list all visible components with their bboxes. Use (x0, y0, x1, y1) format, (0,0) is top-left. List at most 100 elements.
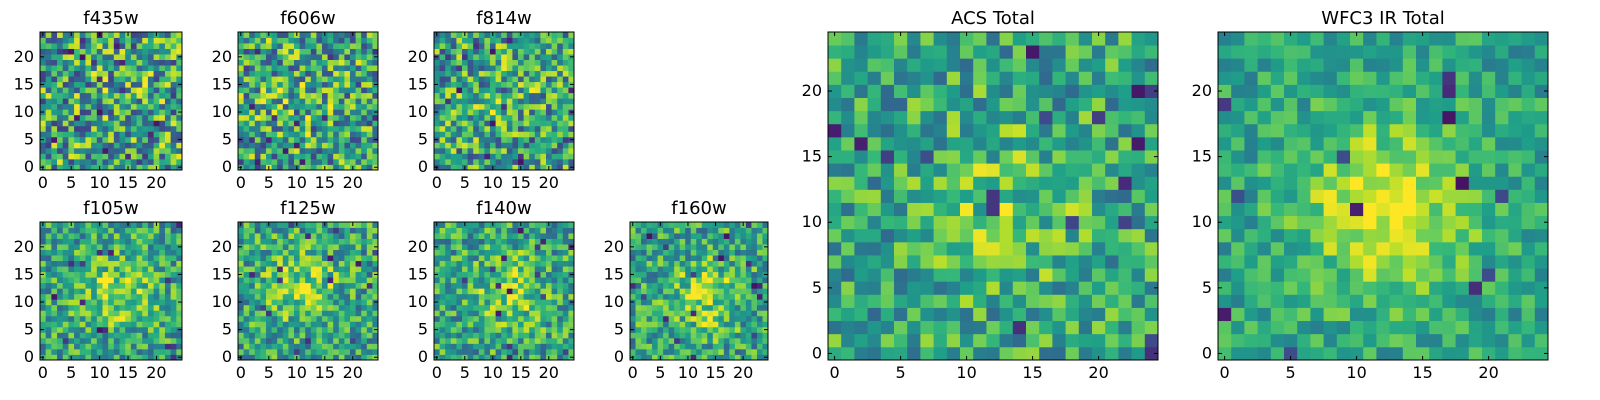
heat-cell (361, 293, 368, 300)
heat-cell (299, 70, 306, 77)
heat-cell (338, 59, 345, 66)
heat-cell (85, 65, 92, 72)
heat-cell (96, 81, 103, 88)
heat-cell (108, 32, 115, 38)
heat-cell (646, 343, 653, 350)
heat-cell (327, 54, 334, 60)
heat-cell (288, 87, 295, 94)
heat-cell (495, 315, 502, 322)
heat-cell (294, 131, 300, 138)
heat-cell (113, 260, 120, 267)
heat-cell (434, 43, 440, 49)
heat-cell (282, 153, 289, 160)
heat-cell (294, 48, 300, 55)
heat-cell (630, 293, 636, 300)
heat-cell (562, 233, 569, 239)
heat-cell (762, 266, 769, 273)
heat-cell (327, 98, 334, 105)
heat-cell (96, 249, 103, 256)
heat-cell (327, 81, 334, 88)
heat-cell (142, 277, 149, 284)
heat-cell (299, 348, 306, 355)
heat-cell (495, 43, 502, 49)
heat-cell (734, 266, 741, 273)
heat-cell (501, 304, 508, 311)
y-tick-label: 15 (14, 74, 34, 93)
heat-cell (266, 158, 272, 165)
heat-cell (102, 255, 109, 262)
heat-cell (1131, 241, 1146, 256)
heat-cell (254, 153, 261, 160)
heat-cell (718, 310, 725, 317)
heat-cell (450, 304, 457, 311)
heat-cell (484, 222, 491, 228)
heat-cell (478, 164, 485, 171)
heat-cell (718, 354, 725, 361)
heat-cell (456, 54, 463, 60)
heat-cell (62, 271, 69, 278)
heat-cell (282, 244, 289, 250)
heat-cell (305, 304, 312, 311)
heat-cell (657, 282, 664, 289)
heat-cell (762, 249, 769, 256)
heat-cell (894, 215, 908, 230)
heat-cell (355, 92, 362, 99)
heat-cell (130, 310, 137, 317)
heat-cell (674, 337, 681, 344)
heat-cell (456, 76, 463, 83)
heat-cell (366, 233, 373, 239)
heat-cell (467, 304, 474, 311)
heat-cell (523, 315, 530, 322)
heat-cell (102, 76, 109, 83)
heat-cell (68, 43, 75, 49)
heat-cell (51, 249, 58, 256)
heat-cell (828, 294, 842, 308)
heat-cell (462, 244, 468, 250)
heat-cell (854, 320, 868, 335)
heat-cell (568, 32, 575, 38)
heat-cell (512, 48, 519, 55)
heat-cell (277, 348, 284, 355)
heat-cell (170, 131, 177, 138)
heat-cell (734, 354, 741, 361)
heat-cell (551, 65, 558, 72)
heat-cell (266, 54, 272, 60)
heat-cell (366, 87, 373, 94)
heat-cell (529, 260, 536, 267)
heat-cell (254, 238, 261, 245)
heat-cell (350, 282, 356, 289)
heat-cell (51, 142, 58, 149)
heat-cell (277, 332, 284, 339)
heat-cell (557, 255, 564, 262)
heat-cell (745, 348, 752, 355)
heat-cell (254, 136, 261, 143)
heat-cell (854, 176, 868, 190)
heat-cell (176, 249, 183, 256)
heat-cell (113, 293, 120, 300)
heat-cell (366, 147, 373, 154)
heat-cell (260, 266, 267, 273)
heat-cell (254, 125, 261, 132)
heat-cell (854, 202, 868, 217)
heat-cell (434, 120, 440, 127)
heat-cell (327, 321, 334, 328)
heat-cell (45, 332, 52, 339)
heat-cell (130, 326, 137, 333)
heat-cell (490, 337, 496, 344)
heat-cell (462, 304, 468, 311)
heat-cell (288, 98, 295, 105)
heat-cell (960, 163, 974, 177)
heat-cell (920, 163, 934, 177)
heat-cell (501, 32, 508, 38)
heat-cell (91, 147, 98, 154)
heat-cell (294, 293, 300, 300)
heat-cell (142, 103, 149, 110)
heat-cell (723, 326, 730, 333)
heat-cell (478, 120, 485, 127)
heat-cell (45, 142, 52, 149)
heat-cell (327, 282, 334, 289)
heat-cell (456, 233, 463, 239)
heat-cell (490, 131, 496, 138)
heat-cell (551, 266, 558, 273)
heat-cell (568, 59, 575, 66)
